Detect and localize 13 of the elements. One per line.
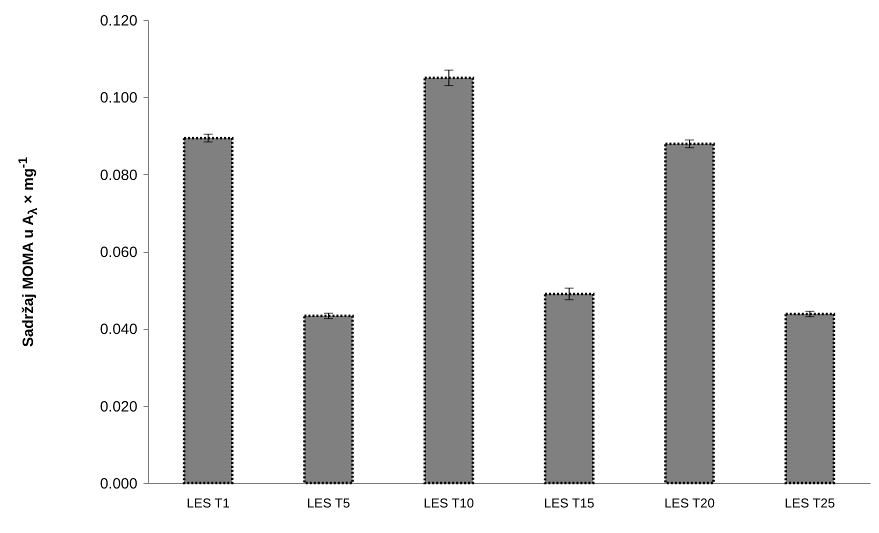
y-tick-label: 0.040 <box>100 321 138 338</box>
y-tick-label: 0.080 <box>100 166 138 184</box>
x-tick-label: LES T15 <box>544 496 594 510</box>
x-tick-label: LES T1 <box>186 496 230 510</box>
y-tick-label: 0.000 <box>100 476 138 492</box>
x-tick-label: LES T25 <box>784 496 836 510</box>
y-tick-label: 0.120 <box>100 12 138 30</box>
x-tick-label: LES T10 <box>424 496 474 510</box>
y-tick-label: 0.100 <box>100 90 138 107</box>
x-tick-label: LES T20 <box>664 496 715 510</box>
y-tick-label: 0.060 <box>100 244 138 261</box>
x-tick-label: LES T5 <box>306 496 350 510</box>
y-tick-label: 0.020 <box>100 398 138 416</box>
